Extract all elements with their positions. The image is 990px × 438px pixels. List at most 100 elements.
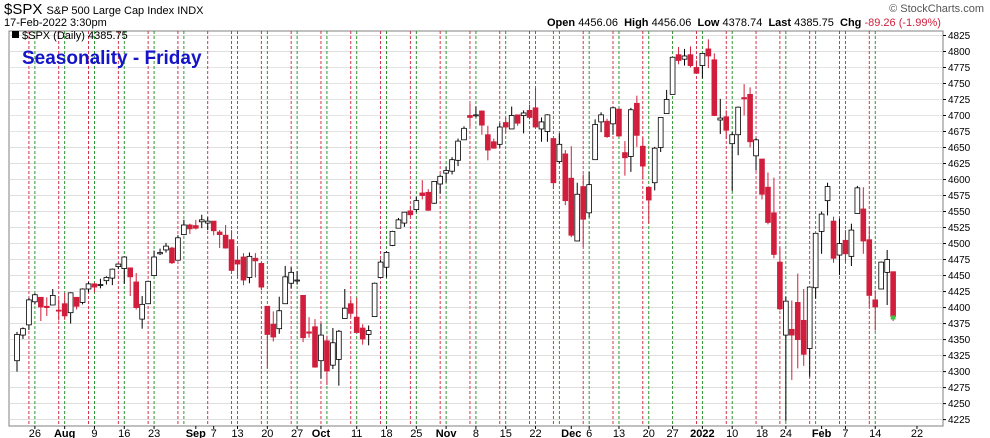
chart-title: Seasonality - Friday: [22, 48, 202, 69]
candle-body: [568, 177, 575, 236]
candle-body: [800, 319, 807, 355]
candle-body: [550, 138, 557, 184]
x-tick-label: 22: [529, 428, 541, 438]
y-tick-label: 4600: [948, 175, 971, 186]
candle: [276, 296, 283, 334]
candle-body: [330, 342, 336, 366]
x-tick-label: 24: [780, 428, 792, 438]
candle: [598, 112, 604, 133]
x-tick-label: 20: [643, 428, 655, 438]
candle-body: [657, 117, 664, 148]
candle-body: [586, 184, 592, 214]
candle: [574, 182, 581, 242]
candle-body: [479, 110, 485, 126]
candle-body: [681, 55, 688, 60]
candle: [145, 280, 151, 305]
low-value: 4378.74: [722, 17, 763, 29]
y-tick-label: 4550: [948, 207, 971, 218]
candle: [586, 171, 592, 218]
candle-body: [49, 295, 56, 306]
x-tick-label: 6: [586, 428, 592, 438]
candle: [723, 110, 730, 140]
x-tick-label: 26: [29, 428, 41, 438]
x-tick-label: 9: [91, 428, 97, 438]
y-tick-label: 4225: [948, 415, 971, 426]
candle: [753, 137, 759, 171]
candle-body: [38, 296, 44, 308]
candle-body: [91, 283, 98, 288]
candle-body: [318, 334, 324, 362]
candle: [520, 110, 527, 134]
candle: [842, 230, 849, 263]
candle-body: [872, 299, 879, 308]
candle-body: [425, 191, 432, 211]
candle-body: [234, 259, 241, 265]
candle: [55, 299, 62, 321]
candle: [336, 329, 342, 386]
y-tick-label: 4625: [948, 159, 971, 170]
candle: [640, 137, 646, 180]
candle-body: [210, 220, 217, 232]
candle-body: [187, 224, 193, 230]
candle: [538, 117, 545, 142]
candle-body: [419, 192, 426, 196]
candle-body: [705, 48, 712, 57]
y-tick-label: 4325: [948, 351, 971, 362]
candle-body: [765, 186, 771, 223]
symbol: $SPX: [4, 1, 43, 18]
x-tick-label: 27: [666, 428, 678, 438]
candle: [526, 104, 533, 120]
y-tick-label: 4250: [948, 399, 971, 410]
x-tick-label: 14: [869, 428, 881, 438]
candle: [508, 106, 515, 130]
candle: [133, 272, 140, 310]
candle: [139, 296, 145, 329]
y-tick-label: 4450: [948, 271, 971, 282]
candle-body: [824, 186, 831, 202]
x-tick-label: Aug: [54, 428, 75, 438]
candle: [532, 87, 539, 128]
candle: [109, 268, 116, 286]
candle-body: [461, 127, 467, 141]
candle: [20, 327, 26, 339]
candle-body: [73, 296, 80, 307]
candle: [794, 273, 801, 369]
x-tick-label: 22: [911, 428, 923, 438]
candle: [204, 217, 211, 231]
candle-body: [693, 67, 700, 74]
candle: [240, 253, 247, 286]
x-tick-label: 8: [473, 428, 479, 438]
candle-body: [103, 277, 110, 282]
candle: [330, 328, 336, 370]
candle-body: [67, 292, 74, 314]
candle: [628, 107, 634, 172]
candle: [455, 138, 461, 167]
candle-body: [175, 237, 181, 261]
candle: [884, 249, 890, 306]
candle-body: [526, 109, 533, 118]
candle: [234, 248, 241, 279]
candle-body: [359, 327, 366, 340]
candle: [669, 56, 676, 95]
candle: [163, 242, 169, 253]
candle: [169, 246, 175, 265]
candle-body: [830, 220, 837, 259]
candle-body: [520, 112, 527, 116]
weekday-marker-layer: [28, 31, 876, 426]
candle-body: [14, 334, 20, 362]
candle: [473, 106, 479, 118]
candle-body: [735, 106, 741, 136]
y-tick-label: 4350: [948, 335, 971, 346]
high-value: 4456.06: [651, 17, 692, 29]
x-tick-label: 13: [613, 428, 625, 438]
candle-body: [669, 56, 676, 95]
candle: [824, 182, 831, 216]
candle-body: [759, 158, 765, 195]
candle: [705, 39, 712, 69]
candle-body: [753, 139, 759, 157]
candle: [592, 119, 598, 161]
open-value: 4456.06: [578, 17, 618, 29]
candle: [353, 297, 360, 334]
y-tick-label: 4750: [948, 79, 971, 90]
candle-body: [312, 326, 318, 368]
